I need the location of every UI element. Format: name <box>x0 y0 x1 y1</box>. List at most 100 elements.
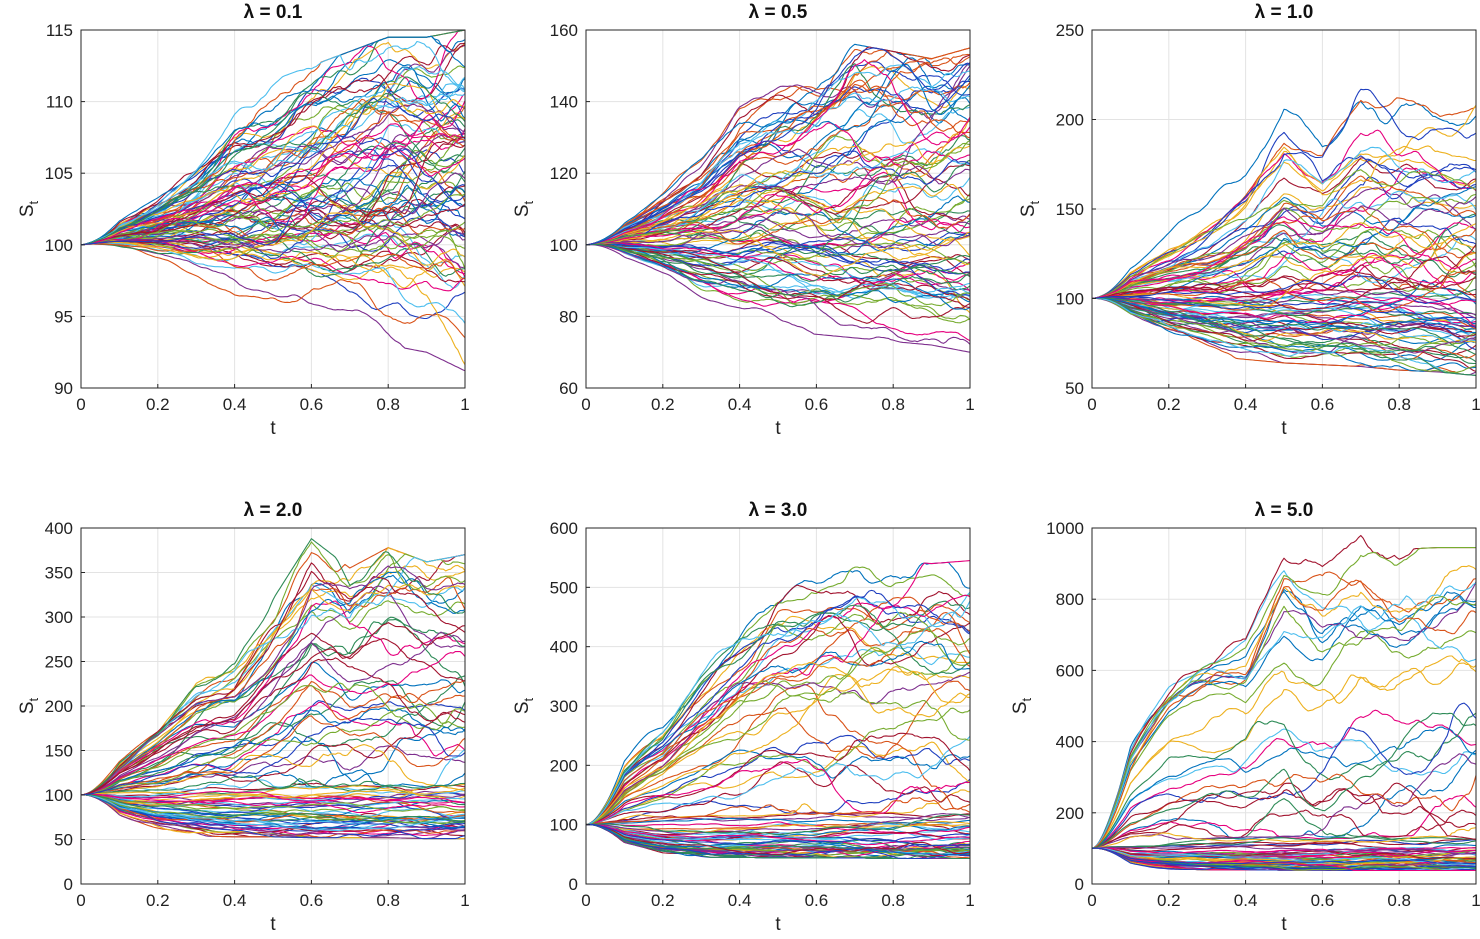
sample-path-line <box>81 785 465 806</box>
y-tick-label: 105 <box>45 164 73 183</box>
sample-path-line <box>586 208 970 247</box>
sample-path-line <box>1092 827 1476 849</box>
x-axis-label: t <box>270 914 276 935</box>
sample-path-line <box>81 76 465 246</box>
sample-path-line <box>81 794 465 819</box>
sample-path-line <box>586 46 970 246</box>
sample-path-line <box>586 61 970 246</box>
y-tick-label: 250 <box>1056 21 1084 40</box>
sample-path-line <box>1092 847 1476 865</box>
y-axis-label: St <box>1010 697 1034 714</box>
sample-path-line <box>1092 582 1476 849</box>
sample-path-line <box>586 243 970 345</box>
sample-path-line <box>1092 196 1476 300</box>
chart-title: λ = 5.0 <box>1255 500 1314 521</box>
chart-panel-5: 0 0.2 0.4 0.6 0.8 1 0 100 200 300 400 500 600 λ = 3.0… <box>512 500 975 935</box>
y-axis-label-subscript: t <box>1019 697 1034 701</box>
x-tick-label: 0 <box>1087 891 1096 910</box>
sample-path-line <box>586 666 970 826</box>
axes-frame <box>1091 527 1477 885</box>
sample-path-line <box>81 95 465 246</box>
sample-path-line <box>586 823 970 846</box>
sample-path-line <box>81 242 465 365</box>
sample-path-line <box>586 591 970 826</box>
sample-path-line <box>586 150 970 246</box>
sample-path-line <box>81 173 465 246</box>
path-group <box>1092 534 1476 872</box>
sample-path-line <box>1092 152 1476 300</box>
y-axis-label: St <box>512 200 536 217</box>
sample-path-line <box>1092 712 1476 849</box>
y-tick-label: 100 <box>45 236 73 255</box>
x-tick-label: 0 <box>76 395 85 414</box>
sample-path-line <box>1092 234 1476 300</box>
sample-path-line <box>81 680 465 796</box>
sample-path-line <box>1092 571 1476 849</box>
sample-path-line <box>586 797 970 826</box>
sample-path-line <box>1092 702 1476 849</box>
x-tick-label: 0.4 <box>223 395 247 414</box>
sample-path-line <box>1092 297 1476 355</box>
y-tick-label: 600 <box>1056 661 1084 680</box>
sample-path-line <box>586 668 970 826</box>
sample-path-line <box>586 683 970 826</box>
sample-path-line <box>1092 295 1476 329</box>
sample-path-line <box>81 193 465 246</box>
x-tick-label: 0.6 <box>300 395 324 414</box>
y-tick-label: 1000 <box>1046 519 1084 538</box>
x-axis-label: t <box>1281 418 1287 439</box>
sample-path-line <box>586 811 970 826</box>
x-tick-label: 0.6 <box>1311 395 1335 414</box>
sample-path-line <box>1092 712 1476 849</box>
sample-path-line <box>1092 565 1476 849</box>
sample-path-line <box>81 794 465 840</box>
x-tick-label: 1 <box>1471 891 1480 910</box>
sample-path-line <box>1092 726 1476 849</box>
sample-path-line <box>1092 216 1476 300</box>
sample-path-line <box>81 170 465 278</box>
x-tick-label: 0.6 <box>805 891 829 910</box>
sample-path-line <box>1092 773 1476 849</box>
sample-path-line <box>81 680 465 796</box>
sample-path-line <box>81 40 465 246</box>
y-tick-label: 0 <box>64 875 73 894</box>
sample-path-line <box>586 560 970 826</box>
sample-path-line <box>586 141 970 246</box>
sample-path-line <box>1092 847 1476 866</box>
y-tick-label: 200 <box>550 756 578 775</box>
y-axis-label-main: S <box>17 701 38 714</box>
sample-path-line <box>1092 244 1476 300</box>
y-axis-label-subscript: t <box>1027 200 1042 204</box>
sample-path-line <box>1092 847 1476 860</box>
sample-path-line <box>81 794 465 832</box>
sample-path-line <box>81 97 465 246</box>
sample-path-line <box>81 680 465 796</box>
y-tick-label: 200 <box>45 697 73 716</box>
sample-path-line <box>81 650 465 796</box>
x-tick-label: 1 <box>1471 395 1480 414</box>
sample-path-line <box>1092 845 1476 855</box>
sample-path-line <box>81 239 465 283</box>
x-tick-label: 0.8 <box>881 891 905 910</box>
sample-path-line <box>586 74 970 246</box>
x-tick-label: 0.8 <box>1387 395 1411 414</box>
sample-path-line <box>81 239 465 292</box>
path-group <box>81 538 465 840</box>
x-tick-label: 0.4 <box>728 891 752 910</box>
sample-path-line <box>81 565 465 796</box>
sample-path-line <box>586 47 970 246</box>
x-tick-label: 0 <box>581 395 590 414</box>
x-tick-label: 0.2 <box>1157 395 1181 414</box>
y-tick-label: 140 <box>550 93 578 112</box>
sample-path-line <box>586 758 970 826</box>
sample-path-line <box>81 784 465 802</box>
sample-path-line <box>1092 274 1476 304</box>
sample-path-line <box>1092 847 1476 872</box>
y-tick-label: 600 <box>550 519 578 538</box>
sample-path-line <box>81 229 465 257</box>
sample-path-line <box>1092 297 1476 377</box>
sample-path-line <box>1092 297 1476 358</box>
sample-path-line <box>81 172 465 254</box>
sample-path-line <box>586 596 970 826</box>
sample-path-line <box>1092 101 1476 300</box>
